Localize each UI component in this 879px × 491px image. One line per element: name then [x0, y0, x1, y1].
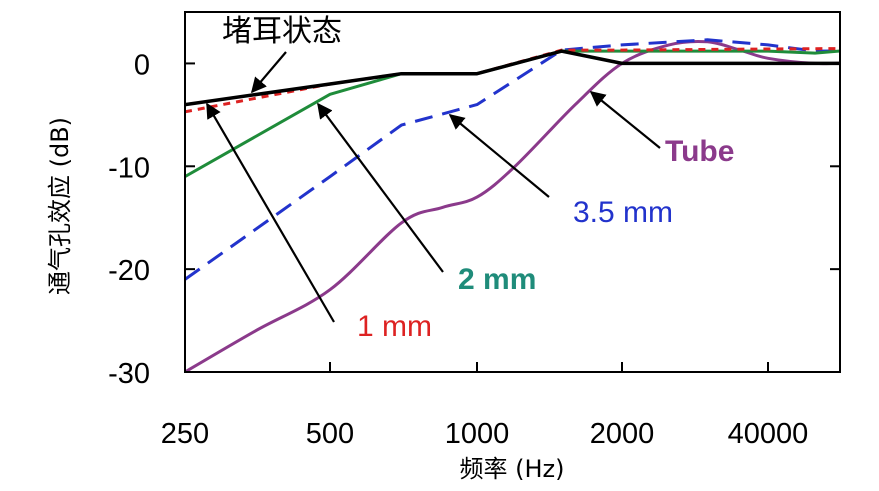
annotation-tube-arrow	[589, 91, 661, 149]
x-tick-label: 1000	[445, 418, 510, 450]
annotations-layer: 堵耳状态 1 mm 2 mm 3.5 mm Tube	[206, 15, 734, 343]
annotation-3-5mm-label: 3.5 mm	[573, 196, 673, 229]
annotation-2mm-arrow	[317, 102, 444, 273]
plot-frame	[184, 11, 841, 373]
annotation-2mm-label: 2 mm	[458, 263, 536, 296]
annotation-3-5mm-arrow	[448, 114, 550, 198]
ticks-layer: 250 500 1000 2000 40000 0 -10 -20 -30	[108, 49, 840, 450]
annotation-occluded-label: 堵耳状态	[222, 15, 342, 48]
y-tick-label: -10	[108, 152, 150, 184]
x-tick-label: 500	[306, 418, 354, 450]
series-line-occluded	[185, 49, 840, 107]
y-axis-title: 通气孔效应 (dB)	[46, 117, 74, 295]
x-axis-title: 频率 (Hz)	[460, 455, 565, 483]
x-tick-label: 40000	[728, 418, 809, 450]
x-tick-label: 250	[161, 418, 209, 450]
y-tick-label: 0	[134, 49, 150, 81]
annotation-occluded-arrow	[251, 51, 287, 94]
y-tick-label: -20	[108, 255, 150, 287]
x-tick-label: 2000	[590, 418, 655, 450]
series-layer	[185, 38, 840, 372]
annotation-1mm-label: 1 mm	[357, 310, 432, 343]
annotation-tube-label: Tube	[665, 135, 734, 168]
annotation-1mm-arrow	[206, 102, 335, 323]
y-tick-label: -30	[108, 358, 150, 390]
